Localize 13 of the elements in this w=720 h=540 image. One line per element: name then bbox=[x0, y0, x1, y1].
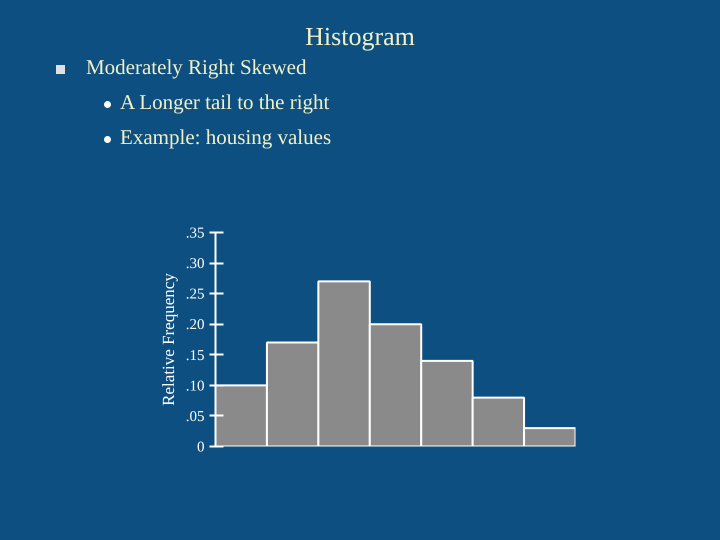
y-tick-label: .30 bbox=[186, 256, 204, 272]
text: A Longer tail to the right bbox=[120, 89, 330, 116]
y-tick-label: 0 bbox=[197, 440, 204, 456]
y-axis-title: Relative Frequency bbox=[158, 272, 178, 406]
y-tick-label: .20 bbox=[186, 317, 204, 334]
text: Moderately Right Skewed bbox=[86, 54, 308, 81]
y-tick-label: .15 bbox=[186, 348, 204, 364]
text: Example: housing values bbox=[120, 124, 332, 151]
y-tick-label: .35 bbox=[186, 226, 204, 242]
y-tick-label: .10 bbox=[186, 378, 204, 394]
y-tick-label: .25 bbox=[186, 286, 204, 303]
chart-title: Histogram bbox=[304, 21, 416, 52]
y-tick-label: .05 bbox=[186, 408, 204, 425]
